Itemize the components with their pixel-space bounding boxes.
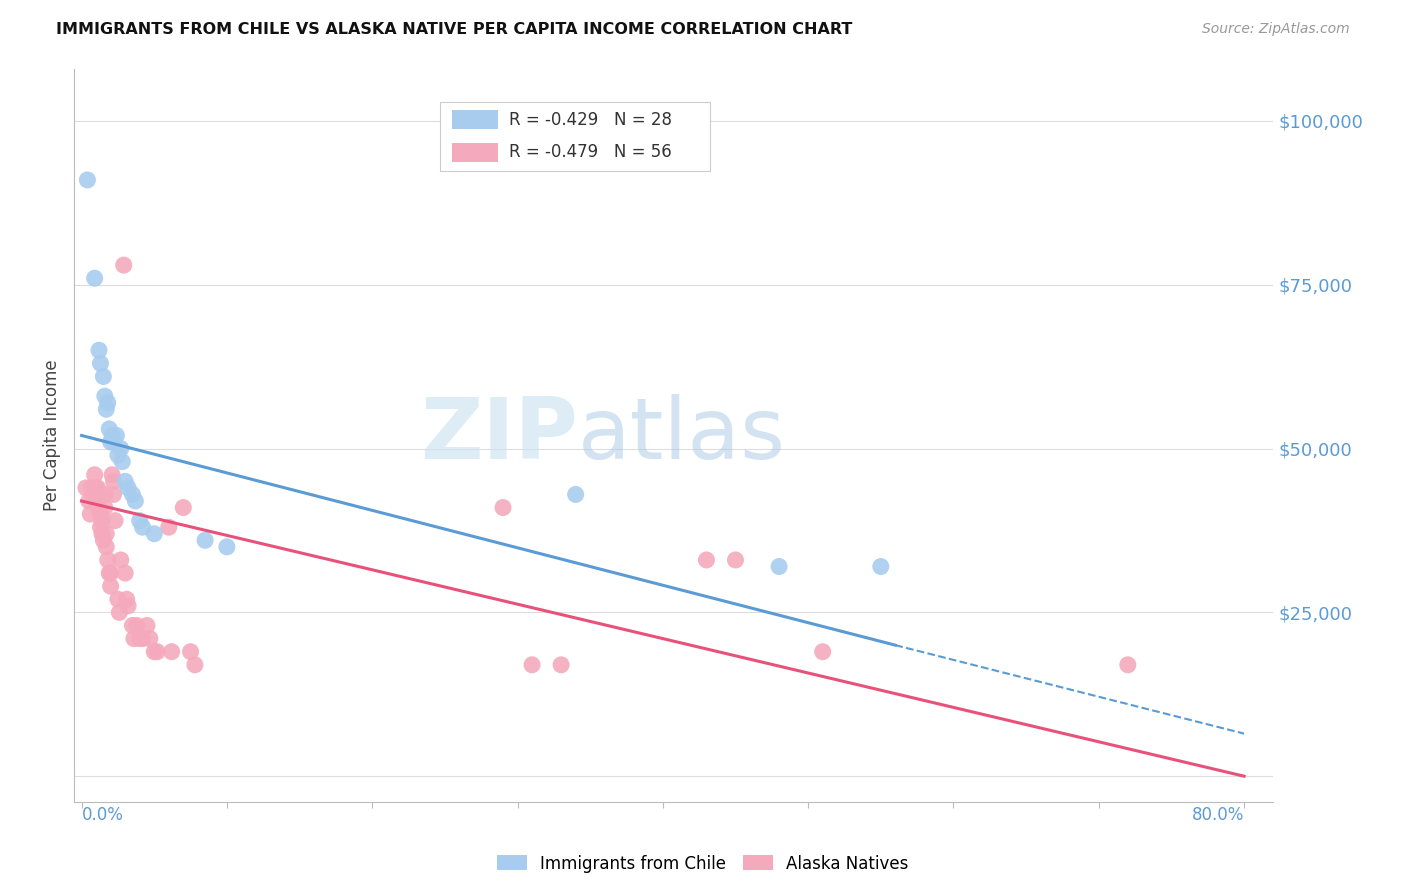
Point	[1116, 657, 1139, 672]
Point	[83, 271, 105, 285]
Point	[87, 343, 110, 358]
Point	[90, 526, 112, 541]
Point	[184, 657, 207, 672]
Point	[100, 435, 122, 450]
Point	[98, 566, 121, 580]
Point	[128, 514, 150, 528]
Point	[94, 500, 117, 515]
Point	[125, 618, 148, 632]
Point	[122, 632, 145, 646]
Point	[117, 481, 139, 495]
Point	[114, 566, 136, 580]
Point	[84, 494, 107, 508]
Point	[131, 632, 153, 646]
Point	[550, 657, 572, 672]
FancyBboxPatch shape	[440, 102, 710, 171]
Point	[82, 487, 104, 501]
Point	[172, 500, 194, 515]
Point	[93, 369, 115, 384]
Point	[103, 435, 125, 450]
Point	[76, 173, 98, 187]
Point	[108, 606, 131, 620]
Point	[104, 514, 127, 528]
Point	[215, 540, 238, 554]
Point	[105, 428, 128, 442]
Point	[101, 467, 124, 482]
Point	[83, 467, 105, 482]
Point	[695, 553, 717, 567]
Point	[115, 592, 138, 607]
Point	[77, 494, 100, 508]
Point	[811, 645, 834, 659]
Point	[94, 389, 117, 403]
Point	[768, 559, 790, 574]
Point	[160, 645, 183, 659]
Point	[146, 645, 169, 659]
Point	[121, 487, 143, 501]
Text: IMMIGRANTS FROM CHILE VS ALASKA NATIVE PER CAPITA INCOME CORRELATION CHART: IMMIGRANTS FROM CHILE VS ALASKA NATIVE P…	[56, 22, 852, 37]
Legend: Immigrants from Chile, Alaska Natives: Immigrants from Chile, Alaska Natives	[491, 848, 915, 880]
Point	[114, 475, 136, 489]
Point	[101, 428, 124, 442]
Point	[97, 395, 120, 409]
Point	[89, 520, 111, 534]
Point	[86, 481, 108, 495]
Point	[100, 566, 122, 580]
Point	[100, 579, 122, 593]
Point	[89, 507, 111, 521]
Point	[143, 526, 166, 541]
Text: R = -0.479   N = 56: R = -0.479 N = 56	[509, 144, 672, 161]
Point	[96, 540, 118, 554]
Point	[103, 487, 125, 501]
Point	[96, 526, 118, 541]
Point	[79, 507, 101, 521]
FancyBboxPatch shape	[451, 111, 498, 129]
Point	[157, 520, 180, 534]
Point	[75, 481, 97, 495]
Point	[90, 514, 112, 528]
Point	[110, 553, 132, 567]
Point	[107, 592, 129, 607]
Point	[128, 632, 150, 646]
Point	[131, 520, 153, 534]
Point	[112, 258, 135, 272]
Point	[724, 553, 747, 567]
Point	[492, 500, 515, 515]
Text: R = -0.429   N = 28: R = -0.429 N = 28	[509, 111, 672, 128]
Point	[194, 533, 217, 548]
Text: 0.0%: 0.0%	[82, 805, 124, 823]
Text: 80.0%: 80.0%	[1192, 805, 1244, 823]
Point	[869, 559, 891, 574]
Point	[111, 455, 134, 469]
Point	[117, 599, 139, 613]
Point	[87, 487, 110, 501]
Point	[89, 356, 111, 370]
Point	[121, 618, 143, 632]
Y-axis label: Per Capita Income: Per Capita Income	[44, 359, 60, 511]
Point	[87, 500, 110, 515]
Point	[94, 487, 117, 501]
Point	[139, 632, 162, 646]
Point	[124, 494, 146, 508]
Point	[136, 618, 159, 632]
Point	[96, 402, 118, 417]
Point	[103, 475, 125, 489]
Point	[107, 448, 129, 462]
Text: ZIP: ZIP	[420, 394, 578, 477]
Point	[564, 487, 586, 501]
Point	[80, 481, 103, 495]
Point	[84, 481, 107, 495]
Point	[110, 442, 132, 456]
Text: Source: ZipAtlas.com: Source: ZipAtlas.com	[1202, 22, 1350, 37]
Text: atlas: atlas	[578, 394, 786, 477]
Point	[93, 533, 115, 548]
Point	[143, 645, 166, 659]
Point	[180, 645, 202, 659]
Point	[98, 422, 121, 436]
Point	[520, 657, 543, 672]
FancyBboxPatch shape	[451, 143, 498, 161]
Point	[97, 553, 120, 567]
